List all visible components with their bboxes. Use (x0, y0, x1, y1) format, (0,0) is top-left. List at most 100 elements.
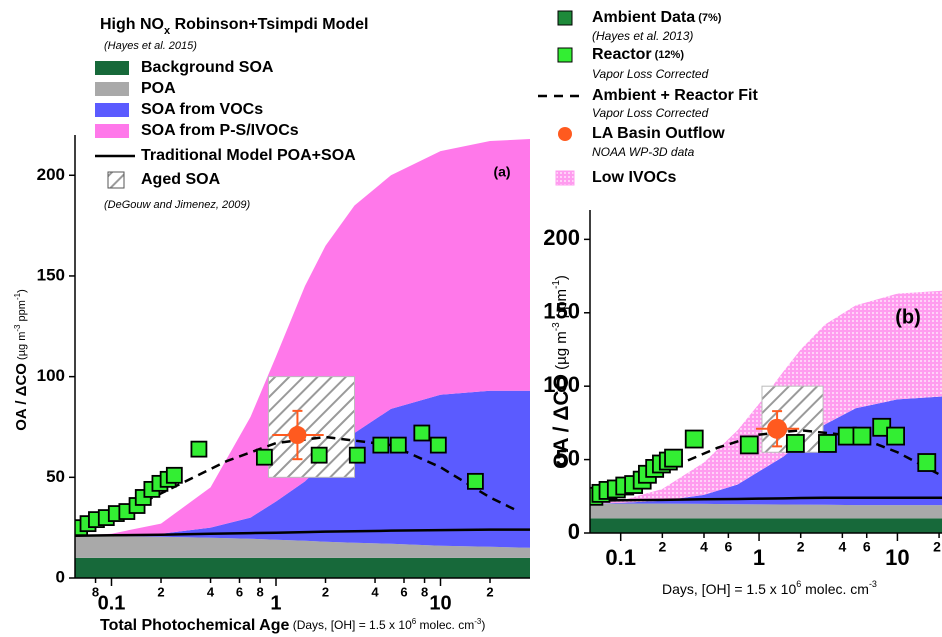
legend-label: SOA from VOCs (141, 101, 263, 118)
legend-swatch (95, 103, 129, 117)
legend-swatch (95, 61, 129, 75)
x-tick-label: 4 (207, 584, 215, 599)
outflow-point (767, 418, 788, 439)
chart-title: High NOx Robinson+Tsimpdi Model (100, 16, 369, 37)
x-tick-label: 6 (400, 584, 407, 599)
x-tick-label: 4 (838, 539, 846, 555)
y-label-sup: -1 (551, 280, 562, 289)
x-tick-label: 6 (724, 539, 732, 555)
y-tick-label: 150 (37, 265, 65, 284)
legend-note: NOAA WP-3D data (592, 145, 695, 159)
y-tick-label: 100 (543, 372, 580, 397)
legend-label: Aged SOA (141, 171, 221, 188)
reactor-point (886, 426, 905, 446)
area (590, 396, 942, 506)
legend-name: LA Basin Outflow (592, 125, 725, 142)
subtitle: (Hayes et al. 2015) (104, 40, 197, 52)
area (75, 557, 530, 578)
reactor-point (852, 426, 872, 446)
y-label-sup: -1 (13, 292, 22, 300)
title-part: High NO (100, 16, 164, 33)
y-label-part: ) (553, 275, 570, 280)
x-tick-label: 4 (700, 539, 708, 555)
y-tick-label: 0 (56, 567, 65, 586)
reactor-point (684, 429, 704, 449)
x-tick-label: 2 (322, 584, 329, 599)
y-label-part: (µg m (553, 331, 570, 374)
y-axis-label: OA / ΔCO (µg m-3 ppm-1) (13, 289, 30, 431)
y-label-sup: -3 (551, 322, 562, 331)
y-label-part: ) (16, 289, 28, 293)
reactor-point (255, 448, 273, 466)
x-label-part: molec. cm (416, 618, 474, 632)
x-tick-label: 6 (863, 539, 871, 555)
y-tick-label: 0 (568, 519, 580, 544)
x-axis-label: Total Photochemical Age (Days, [OH] = 1.… (100, 617, 485, 635)
reactor-point (664, 448, 683, 468)
x-label-sup: -3 (474, 617, 482, 626)
reactor-point (739, 435, 759, 455)
reactor-point (372, 436, 390, 454)
reactor-point (917, 453, 937, 472)
panel-label: (a) (493, 164, 510, 180)
reactor-point (190, 440, 208, 458)
panel-label: (b) (895, 306, 921, 328)
reactor-point (429, 436, 447, 454)
y-tick-label: 50 (46, 467, 65, 486)
x-label-part: Total Photochemical Age (100, 617, 289, 634)
x-tick-label: 10 (429, 592, 451, 614)
legend-label: POA (141, 80, 176, 97)
x-tick-label: 1 (270, 592, 281, 614)
x-tick-label: 4 (371, 584, 379, 599)
legend-name: Ambient + Reactor Fit (592, 87, 758, 104)
reactor-point (413, 424, 431, 442)
legend-note: Vapor Loss Corrected (592, 67, 709, 81)
legend-label: Background SOA (141, 59, 274, 76)
aged-soa-box (761, 385, 824, 453)
x-tick-label: 8 (421, 584, 428, 599)
x-label-part: ) (481, 618, 485, 632)
title-part: Robinson+Tsimpdi Model (170, 16, 368, 33)
legend-name: Ambient Data (592, 9, 695, 26)
x-tick-label: 0.1 (605, 545, 636, 570)
x-tick-label: 2 (658, 539, 666, 555)
reactor-point (785, 434, 805, 453)
legend-label: Low IVOCs (592, 169, 677, 186)
legend-name: Reactor (592, 46, 652, 63)
x-label-part: (Days, [OH] = 1.5 x 10 (289, 618, 412, 632)
model-line (590, 496, 942, 502)
y-tick-label: 50 (556, 445, 580, 470)
x-tick-label: 8 (256, 584, 263, 599)
x-label-sup: -3 (869, 579, 877, 589)
reactor-point (389, 436, 407, 454)
legend-label: Ambient + Reactor Fit (592, 87, 758, 104)
legend-swatch (555, 170, 575, 186)
reactor-point (165, 466, 183, 484)
legend-swatch (557, 47, 573, 63)
legend-swatch (107, 171, 125, 189)
area (75, 139, 530, 536)
x-tick-label: 2 (157, 584, 164, 599)
model-line (75, 528, 530, 537)
x-tick-label: 2 (797, 539, 805, 555)
area (590, 503, 942, 519)
y-tick-label: 200 (37, 165, 65, 184)
y-label-part: (µg m (16, 332, 28, 363)
y-label-part: OA / ΔCO (550, 374, 573, 469)
x-label-part: Days, [OH] = 1.5 x 10 (662, 581, 796, 597)
legend-swatch (95, 124, 129, 138)
y-tick-label: 100 (37, 366, 65, 385)
title-sub: x (164, 25, 171, 37)
x-tick-label: 1 (753, 545, 765, 570)
plot-area (75, 139, 530, 578)
legend-swatch (557, 10, 573, 26)
legend-label: SOA from P-S/IVOCs (141, 122, 299, 139)
legend-label: LA Basin Outflow (592, 125, 725, 142)
outflow-point (288, 426, 307, 445)
x-tick-label: 10 (885, 545, 909, 570)
y-label-part: ppm (553, 289, 570, 322)
x-label-sup: 6 (796, 579, 801, 589)
legend-label: Reactor (12%) (592, 46, 684, 63)
reactor-point (310, 446, 328, 464)
